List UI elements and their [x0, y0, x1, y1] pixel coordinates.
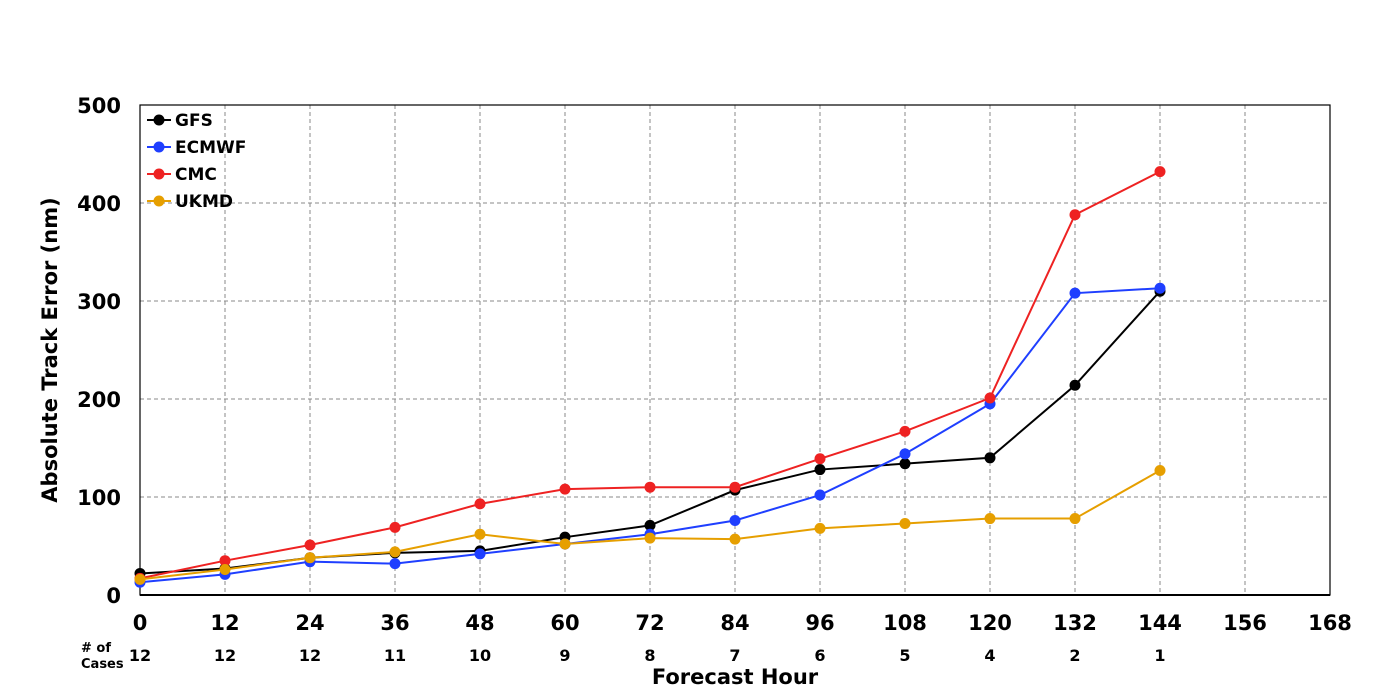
case-count-label: 2	[1069, 646, 1080, 665]
x-tick-label: 132	[1053, 611, 1097, 635]
series-ukmd	[134, 465, 1166, 585]
data-point	[219, 564, 231, 576]
data-point	[1069, 513, 1081, 525]
data-point	[1069, 209, 1081, 221]
case-count-label: 1	[1154, 646, 1165, 665]
case-count-label: 6	[814, 646, 825, 665]
legend-item-gfs: GFS	[147, 111, 213, 131]
case-count-label: 4	[984, 646, 995, 665]
x-tick-label: 72	[635, 611, 664, 635]
x-tick-label: 96	[805, 611, 834, 635]
data-point	[389, 546, 401, 558]
data-point	[729, 515, 741, 527]
x-tick-labels: 0 12 24 36 48 60 72 84 96 108 120 132 144 156 168	[133, 611, 1352, 635]
cases-row: # of Cases 12 12 12 11 10 9 8 7 6 5 4 2 1	[81, 641, 1166, 672]
grid-lines	[140, 105, 1330, 595]
data-point	[899, 425, 911, 437]
x-tick-label: 144	[1138, 611, 1182, 635]
legend-swatch-marker	[153, 141, 165, 153]
data-point	[899, 448, 911, 460]
y-tick-label: 200	[77, 388, 121, 412]
data-point	[474, 548, 486, 560]
case-count-label: 10	[469, 646, 491, 665]
case-count-label: 11	[384, 646, 406, 665]
y-tick-label: 0	[106, 584, 121, 608]
case-count-label: 9	[559, 646, 570, 665]
y-tick-label: 100	[77, 486, 121, 510]
data-point	[984, 392, 996, 404]
data-point	[134, 573, 146, 585]
legend-item-cmc: CMC	[147, 165, 217, 185]
legend-swatch-marker	[153, 168, 165, 180]
x-tick-label: 120	[968, 611, 1012, 635]
data-point	[1069, 379, 1081, 391]
legend-label: GFS	[175, 111, 213, 131]
y-tick-labels: 0 100 200 300 400 500	[77, 94, 121, 608]
legend-item-ukmd: UKMD	[147, 192, 233, 212]
data-point	[814, 522, 826, 534]
data-point	[814, 453, 826, 465]
cases-title-line2: Cases	[81, 657, 124, 672]
data-point	[474, 498, 486, 510]
data-point	[559, 483, 571, 495]
data-point	[389, 558, 401, 570]
case-count-label: 12	[129, 646, 151, 665]
y-axis-title: Absolute Track Error (nm)	[38, 197, 62, 502]
case-count-label: 12	[299, 646, 321, 665]
y-tick-label: 500	[77, 94, 121, 118]
x-axis-title: Forecast Hour	[652, 665, 819, 689]
data-point	[984, 452, 996, 464]
data-point	[474, 528, 486, 540]
data-point	[644, 481, 656, 493]
case-count-label: 5	[899, 646, 910, 665]
data-point	[729, 481, 741, 493]
series-layer	[134, 166, 1166, 588]
case-count-label: 7	[729, 646, 740, 665]
data-point	[1154, 166, 1166, 178]
data-point	[644, 519, 656, 531]
data-point	[644, 532, 656, 544]
data-point	[219, 555, 231, 567]
x-tick-label: 12	[210, 611, 239, 635]
data-point	[304, 552, 316, 564]
x-tick-label: 0	[133, 611, 148, 635]
cases-title-line1: # of	[81, 641, 111, 656]
y-tick-label: 300	[77, 290, 121, 314]
x-tick-label: 156	[1223, 611, 1267, 635]
data-point	[729, 533, 741, 545]
legend-label: UKMD	[175, 192, 233, 212]
x-tick-label: 168	[1308, 611, 1352, 635]
x-tick-label: 84	[720, 611, 749, 635]
legend-label: CMC	[175, 165, 217, 185]
legend: GFS ECMWF CMC UKMD	[147, 111, 246, 212]
data-point	[1154, 282, 1166, 294]
x-tick-label: 108	[883, 611, 927, 635]
x-tick-label: 36	[380, 611, 409, 635]
case-count-label: 8	[644, 646, 655, 665]
data-point	[814, 489, 826, 501]
legend-item-ecmwf: ECMWF	[147, 138, 246, 158]
legend-swatch-marker	[153, 195, 165, 207]
data-point	[389, 521, 401, 533]
data-point	[1154, 465, 1166, 477]
legend-swatch-marker	[153, 114, 165, 126]
data-point	[814, 464, 826, 476]
x-tick-label: 60	[550, 611, 579, 635]
x-tick-label: 24	[295, 611, 324, 635]
y-tick-label: 400	[77, 192, 121, 216]
data-point	[899, 517, 911, 529]
x-tick-label: 48	[465, 611, 494, 635]
case-count-label: 12	[214, 646, 236, 665]
data-point	[559, 538, 571, 550]
legend-label: ECMWF	[175, 138, 246, 158]
data-point	[304, 539, 316, 551]
data-point	[899, 458, 911, 470]
data-point	[984, 513, 996, 525]
data-point	[1069, 287, 1081, 299]
